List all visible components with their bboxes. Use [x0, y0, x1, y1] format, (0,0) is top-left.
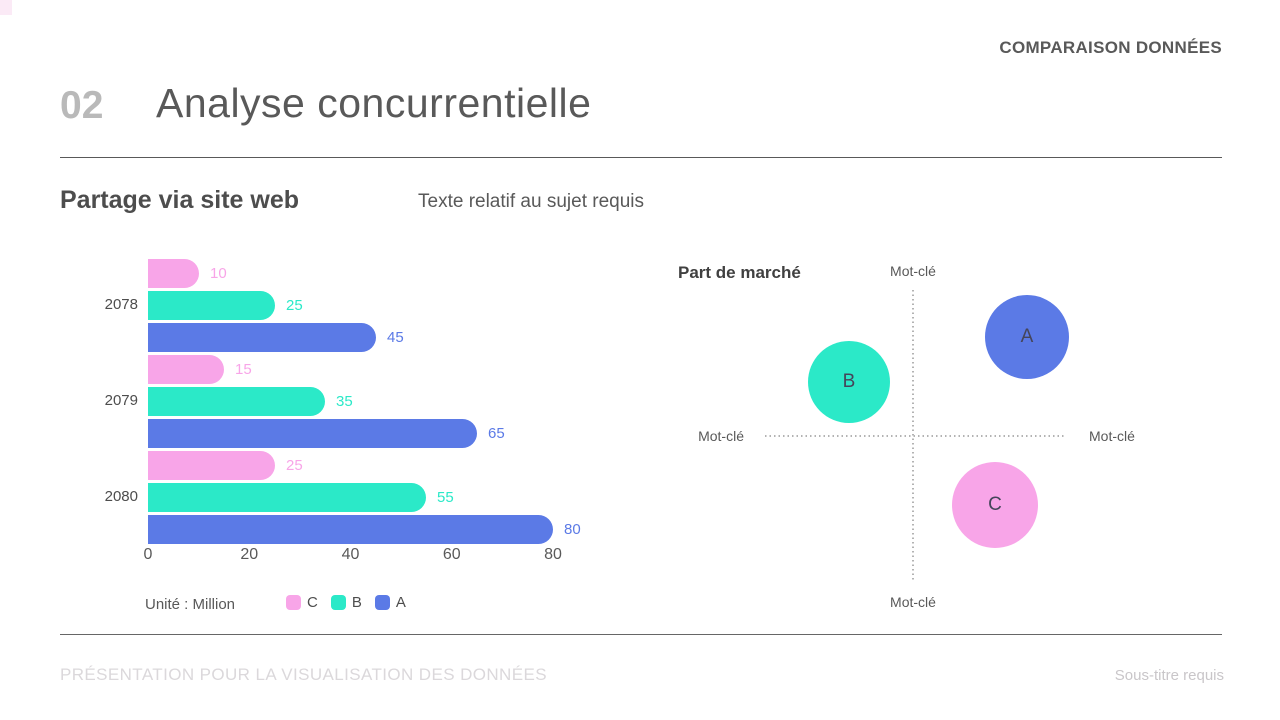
axis-label-left: Mot-clé	[698, 428, 744, 444]
bar-value-label: 65	[488, 425, 505, 442]
x-axis-tick: 60	[442, 546, 461, 563]
header-divider	[60, 157, 1222, 158]
bubble-letter: A	[1020, 326, 1034, 347]
legend-label: A	[395, 594, 406, 611]
bar-chart: 2078 10 25 45 2079 15 35 65 2080 25 55 80 0 20 40 60 80 …	[60, 250, 640, 622]
bar-value-label: 25	[286, 457, 303, 474]
bar-category-label: 2078	[104, 296, 138, 313]
footer-presentation-title: PRÉSENTATION POUR LA VISUALISATION DES D…	[60, 665, 547, 684]
axis-label-bottom: Mot-clé	[890, 594, 936, 610]
axis-label-top: Mot-clé	[890, 263, 936, 279]
bar-value-label: 15	[235, 361, 252, 378]
unit-label: Unité : Million	[145, 596, 236, 613]
bar-value-label: 45	[387, 329, 404, 346]
bar-a-2078	[148, 323, 376, 352]
bar-b-2079	[148, 387, 325, 416]
bar-value-label: 35	[336, 393, 353, 410]
bar-c-2078	[148, 259, 199, 288]
legend-swatch	[374, 595, 390, 610]
bar-category-label: 2080	[104, 488, 138, 505]
slide-title: Analyse concurrentielle	[156, 80, 592, 126]
quadrant-chart-title: Part de marché	[678, 263, 801, 282]
bar-value-label: 55	[437, 489, 454, 506]
bubble-c: C	[952, 462, 1038, 548]
legend-item-c: C	[286, 594, 318, 611]
bar-c-2080	[148, 451, 275, 480]
section-number: 02	[60, 84, 104, 127]
bar-b-2078	[148, 291, 275, 320]
legend-item-b: B	[330, 594, 362, 611]
x-axis-tick: 40	[341, 546, 360, 563]
bar-value-label: 25	[286, 297, 303, 314]
legend-label: C	[307, 594, 318, 611]
legend-swatch	[286, 595, 301, 610]
legend-label: B	[351, 594, 362, 611]
chart-section-title: Partage via site web	[60, 186, 300, 214]
bar-c-2079	[148, 355, 224, 384]
bar-b-2080	[148, 483, 426, 512]
legend-swatch	[330, 595, 346, 610]
bar-value-label: 80	[564, 521, 581, 538]
bubble-letter: B	[842, 371, 856, 392]
x-axis-tick: 80	[544, 546, 562, 563]
quadrant-chart: Part de marché Mot-clé Mot-clé Mot-clé M…	[660, 250, 1230, 622]
bar-value-label: 10	[210, 265, 227, 282]
bar-a-2080	[148, 515, 553, 544]
corner-accent	[0, 0, 12, 15]
axis-label-right: Mot-clé	[1089, 428, 1135, 444]
x-axis-tick: 0	[143, 546, 153, 563]
bubble-b: B	[808, 341, 890, 423]
bar-category-label: 2079	[104, 392, 138, 409]
x-axis-tick: 20	[240, 546, 259, 563]
bubble-letter: C	[988, 494, 1002, 515]
horizontal-dotted-axis	[765, 435, 1065, 437]
legend-item-a: A	[374, 594, 406, 611]
bubble-a: A	[985, 295, 1069, 379]
bar-a-2079	[148, 419, 477, 448]
chart-section-note: Texte relatif au sujet requis	[418, 191, 645, 212]
footer-divider	[60, 634, 1222, 635]
slide-kicker: COMPARAISON DONNÉES	[999, 38, 1222, 57]
footer-subtitle: Sous-titre requis	[1114, 667, 1224, 684]
